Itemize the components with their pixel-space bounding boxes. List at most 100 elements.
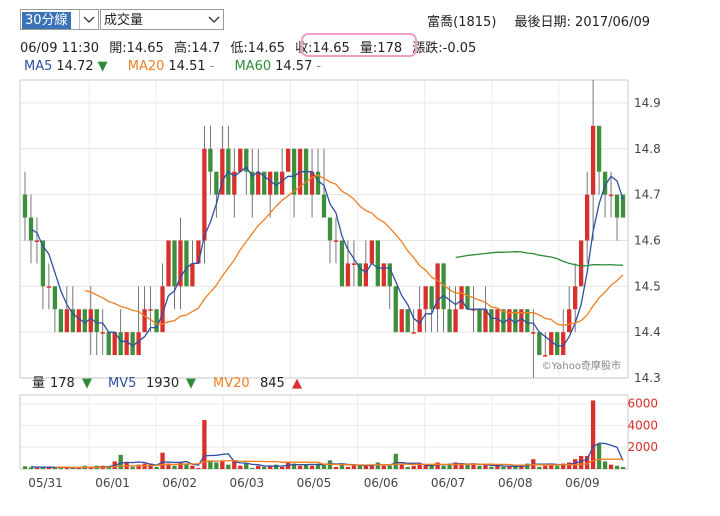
candle-body bbox=[214, 171, 219, 195]
volume-bar bbox=[411, 465, 416, 469]
candle-body bbox=[333, 240, 339, 242]
candle-body bbox=[345, 263, 351, 287]
candle-body bbox=[417, 309, 422, 333]
volume-bar bbox=[46, 467, 52, 469]
mv5-arrow: ▼ bbox=[186, 376, 196, 391]
candle-body bbox=[190, 263, 195, 287]
volume-bar bbox=[519, 465, 524, 469]
volume-bar bbox=[106, 467, 111, 469]
volume-tick-label: 4000 bbox=[627, 418, 658, 432]
volume-bar bbox=[357, 464, 363, 469]
candle-body bbox=[543, 355, 548, 357]
volume-bar bbox=[208, 460, 213, 469]
volume-bar bbox=[537, 466, 542, 469]
volume-bar bbox=[136, 464, 141, 469]
volume-bar bbox=[471, 464, 476, 469]
candle-body bbox=[279, 171, 285, 195]
price-axis: 14.3 14.4 14.5 14.6 14.7 14.8 14.9 bbox=[634, 96, 661, 385]
volume-bar bbox=[513, 465, 518, 469]
volume-bar bbox=[423, 465, 428, 469]
candle-body bbox=[489, 309, 494, 333]
volume-bar bbox=[196, 467, 201, 469]
candle-body bbox=[602, 171, 608, 195]
candle-body bbox=[435, 263, 440, 310]
x-tick-label: 06/01 bbox=[95, 476, 130, 490]
vol-value: 178 bbox=[50, 376, 75, 391]
volume-bar bbox=[614, 465, 620, 469]
volume-bar bbox=[226, 464, 231, 469]
volume-bar bbox=[507, 466, 512, 469]
volume-bar bbox=[381, 465, 386, 469]
volume-bar bbox=[351, 464, 357, 469]
candle-body bbox=[369, 240, 374, 264]
indicator-select-value: 成交量 bbox=[104, 13, 144, 28]
volume-bar bbox=[262, 466, 267, 469]
volume-bars bbox=[22, 400, 626, 469]
ma20-value: 14.51 bbox=[168, 59, 206, 74]
candle-body bbox=[405, 309, 410, 333]
candle-body bbox=[596, 125, 602, 172]
candle-body bbox=[232, 171, 237, 195]
price-panel-frame bbox=[19, 79, 629, 379]
candle-body bbox=[244, 148, 249, 172]
volume-bar bbox=[268, 465, 273, 469]
volume-bar bbox=[447, 463, 452, 469]
price-tick-label: 14.3 bbox=[634, 371, 661, 385]
candle-body bbox=[471, 309, 476, 311]
last-date: 最後日期: 2017/06/09 bbox=[514, 15, 650, 30]
watermark: ©Yahoo奇摩股市 bbox=[542, 359, 621, 372]
candle-body bbox=[262, 171, 267, 195]
volume-bar bbox=[154, 466, 159, 469]
mv20-arrow: ▲ bbox=[292, 376, 302, 391]
volume-bar bbox=[178, 462, 183, 469]
vol-arrow: ▼ bbox=[82, 376, 92, 391]
candle-body bbox=[315, 171, 321, 195]
ma20-line bbox=[84, 174, 624, 326]
candle-body bbox=[34, 240, 40, 242]
candle-body bbox=[76, 309, 81, 333]
candle-body bbox=[202, 148, 207, 241]
price-tick-label: 14.8 bbox=[634, 142, 661, 156]
volume-bar bbox=[279, 466, 285, 469]
volume-bar bbox=[214, 462, 219, 469]
chevron-down-icon[interactable] bbox=[205, 10, 223, 29]
volume-bar bbox=[232, 460, 237, 469]
volume-bar bbox=[387, 465, 392, 469]
candle-body bbox=[381, 263, 386, 287]
volume-bar bbox=[578, 455, 584, 469]
period-select[interactable]: 30分線 bbox=[20, 9, 99, 30]
candle-body bbox=[495, 309, 500, 333]
volume-bar bbox=[477, 465, 482, 469]
quote-change: 漲跌:-0.05 bbox=[412, 41, 477, 56]
candle-body bbox=[614, 194, 620, 218]
candle-body bbox=[136, 332, 141, 356]
candle-body bbox=[590, 125, 596, 195]
volume-bar bbox=[64, 467, 70, 469]
volume-bar bbox=[465, 464, 470, 469]
candle-body bbox=[58, 309, 64, 333]
candle-body bbox=[321, 194, 327, 218]
price-tick-label: 14.4 bbox=[634, 325, 661, 339]
chevron-down-icon[interactable] bbox=[79, 10, 98, 29]
close-volume-highlight bbox=[301, 33, 417, 57]
candle-body bbox=[375, 240, 380, 287]
mv20-value: 845 bbox=[260, 376, 285, 391]
candle-body bbox=[100, 332, 105, 334]
quote-time: 06/09 11:30 bbox=[20, 41, 100, 56]
mv5-label: MV5 bbox=[108, 376, 136, 391]
indicator-select[interactable]: 成交量 bbox=[100, 9, 224, 30]
ma5-value: 14.72 bbox=[56, 59, 94, 74]
volume-bar bbox=[88, 467, 93, 469]
x-tick-label: 06/02 bbox=[162, 476, 197, 490]
candle-body bbox=[130, 332, 135, 356]
vol-label: 量 bbox=[32, 376, 45, 391]
volume-bar bbox=[333, 466, 339, 469]
volume-bar bbox=[393, 453, 398, 469]
volume-bar bbox=[429, 464, 434, 469]
volume-bar bbox=[549, 464, 554, 469]
candle-body bbox=[387, 263, 392, 287]
volume-bar bbox=[453, 462, 458, 469]
candle-body bbox=[507, 309, 512, 333]
mv5-value: 1930 bbox=[146, 376, 179, 391]
